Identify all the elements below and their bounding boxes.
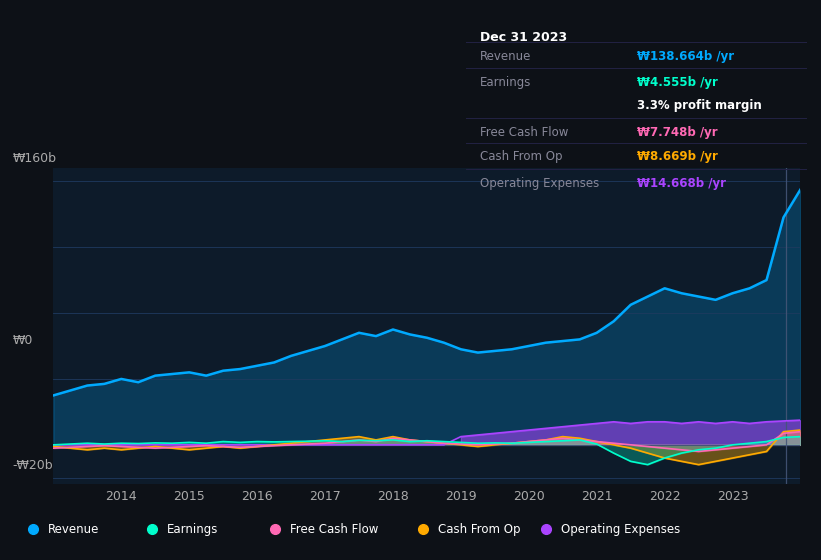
Text: Revenue: Revenue	[48, 523, 99, 536]
Text: Revenue: Revenue	[480, 50, 531, 63]
Text: ₩0: ₩0	[12, 334, 33, 347]
Text: Operating Expenses: Operating Expenses	[480, 178, 599, 190]
Text: ₩160b: ₩160b	[12, 152, 57, 165]
Text: Earnings: Earnings	[480, 76, 531, 89]
Text: Operating Expenses: Operating Expenses	[561, 523, 680, 536]
Text: ₩14.668b /yr: ₩14.668b /yr	[637, 178, 726, 190]
Text: Free Cash Flow: Free Cash Flow	[290, 523, 378, 536]
Text: Free Cash Flow: Free Cash Flow	[480, 125, 568, 139]
Text: ₩7.748b /yr: ₩7.748b /yr	[637, 125, 718, 139]
Text: Cash From Op: Cash From Op	[438, 523, 520, 536]
Text: ₩8.669b /yr: ₩8.669b /yr	[637, 151, 718, 164]
Text: ₩138.664b /yr: ₩138.664b /yr	[637, 50, 734, 63]
Text: ₩4.555b /yr: ₩4.555b /yr	[637, 76, 718, 89]
Text: 3.3% profit margin: 3.3% profit margin	[637, 99, 761, 112]
Text: Cash From Op: Cash From Op	[480, 151, 562, 164]
Text: -₩20b: -₩20b	[12, 459, 53, 472]
Text: Earnings: Earnings	[167, 523, 218, 536]
Text: Dec 31 2023: Dec 31 2023	[480, 31, 567, 44]
